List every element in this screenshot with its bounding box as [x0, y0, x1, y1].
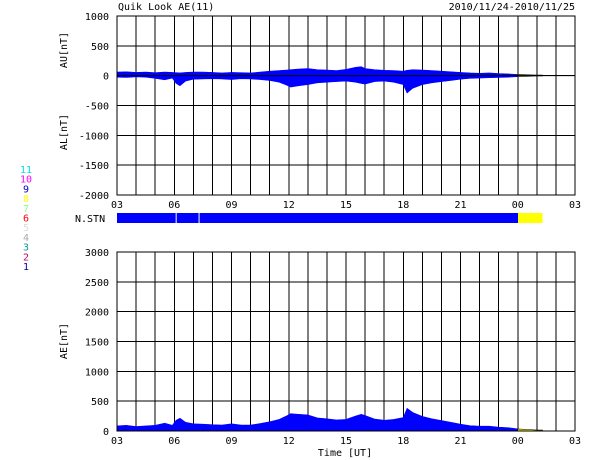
y-tick-label: -500 [85, 102, 109, 113]
x-tick-label: 09 [225, 200, 237, 211]
station-legend-label: 2 [23, 252, 29, 263]
x-tick-label: 03 [111, 436, 123, 447]
y-tick-label: -1000 [79, 131, 109, 142]
y-tick-label: 1000 [85, 12, 109, 23]
x-tick-label: 15 [340, 436, 352, 447]
x-tick-label: 03 [569, 200, 581, 211]
station-legend-label: 4 [23, 233, 29, 244]
station-legend-label: 7 [23, 204, 29, 215]
figure-title: Quik Look AE(11) [118, 2, 214, 13]
x-tick-label: 21 [454, 436, 466, 447]
x-tick-label: 06 [168, 436, 180, 447]
date-range: 2010/11/24-2010/11/25 [449, 2, 575, 13]
y-tick-label: 0 [103, 427, 109, 438]
x-tick-label: 09 [225, 436, 237, 447]
y-tick-label: 2500 [85, 278, 109, 289]
station-legend-label: 5 [23, 223, 29, 234]
station-count-label: N.STN [75, 214, 105, 225]
x-tick-label: 12 [283, 436, 295, 447]
x-tick-label: 15 [340, 200, 352, 211]
x-tick-label: 21 [454, 200, 466, 211]
station-count-segment [117, 213, 518, 223]
station-legend-label: 1 [23, 262, 29, 273]
y-tick-label: 500 [91, 42, 109, 53]
y-tick-label: 1500 [85, 338, 109, 349]
y-tick-label: -2000 [79, 191, 109, 202]
y-tick-label: 1000 [85, 367, 109, 378]
station-legend-label: 11 [20, 165, 32, 176]
y-tick-label: 2000 [85, 308, 109, 319]
plot-frame [116, 251, 576, 432]
x-tick-label: 03 [111, 200, 123, 211]
station-count-segment [517, 213, 543, 223]
y-tick-label: 3000 [85, 248, 109, 259]
ae-area [116, 407, 519, 432]
y-axis-title: AL[nT] [59, 114, 70, 150]
x-axis-title: Time [UT] [318, 448, 372, 459]
x-tick-label: 12 [283, 200, 295, 211]
x-tick-label: 00 [512, 436, 524, 447]
station-legend-label: 6 [23, 214, 29, 225]
station-legend-label: 9 [23, 184, 29, 195]
station-legend-label: 8 [23, 194, 29, 205]
x-tick-label: 18 [397, 200, 409, 211]
au-area [116, 66, 519, 76]
y-axis-title: AU[nT] [59, 32, 70, 68]
station-legend-label: 3 [23, 243, 29, 254]
y-tick-label: 500 [91, 397, 109, 408]
x-tick-label: 18 [397, 436, 409, 447]
y-tick-label: -1500 [79, 161, 109, 172]
x-tick-label: 03 [569, 436, 581, 447]
station-count-bar: N.STN [75, 213, 543, 225]
y-axis-title: AE[nT] [59, 323, 70, 359]
y-tick-label: 0 [103, 72, 109, 83]
x-tick-label: 00 [512, 200, 524, 211]
station-legend-label: 10 [20, 175, 32, 186]
plot-frame [116, 15, 576, 196]
al-area [116, 75, 519, 94]
x-tick-label: 06 [168, 200, 180, 211]
